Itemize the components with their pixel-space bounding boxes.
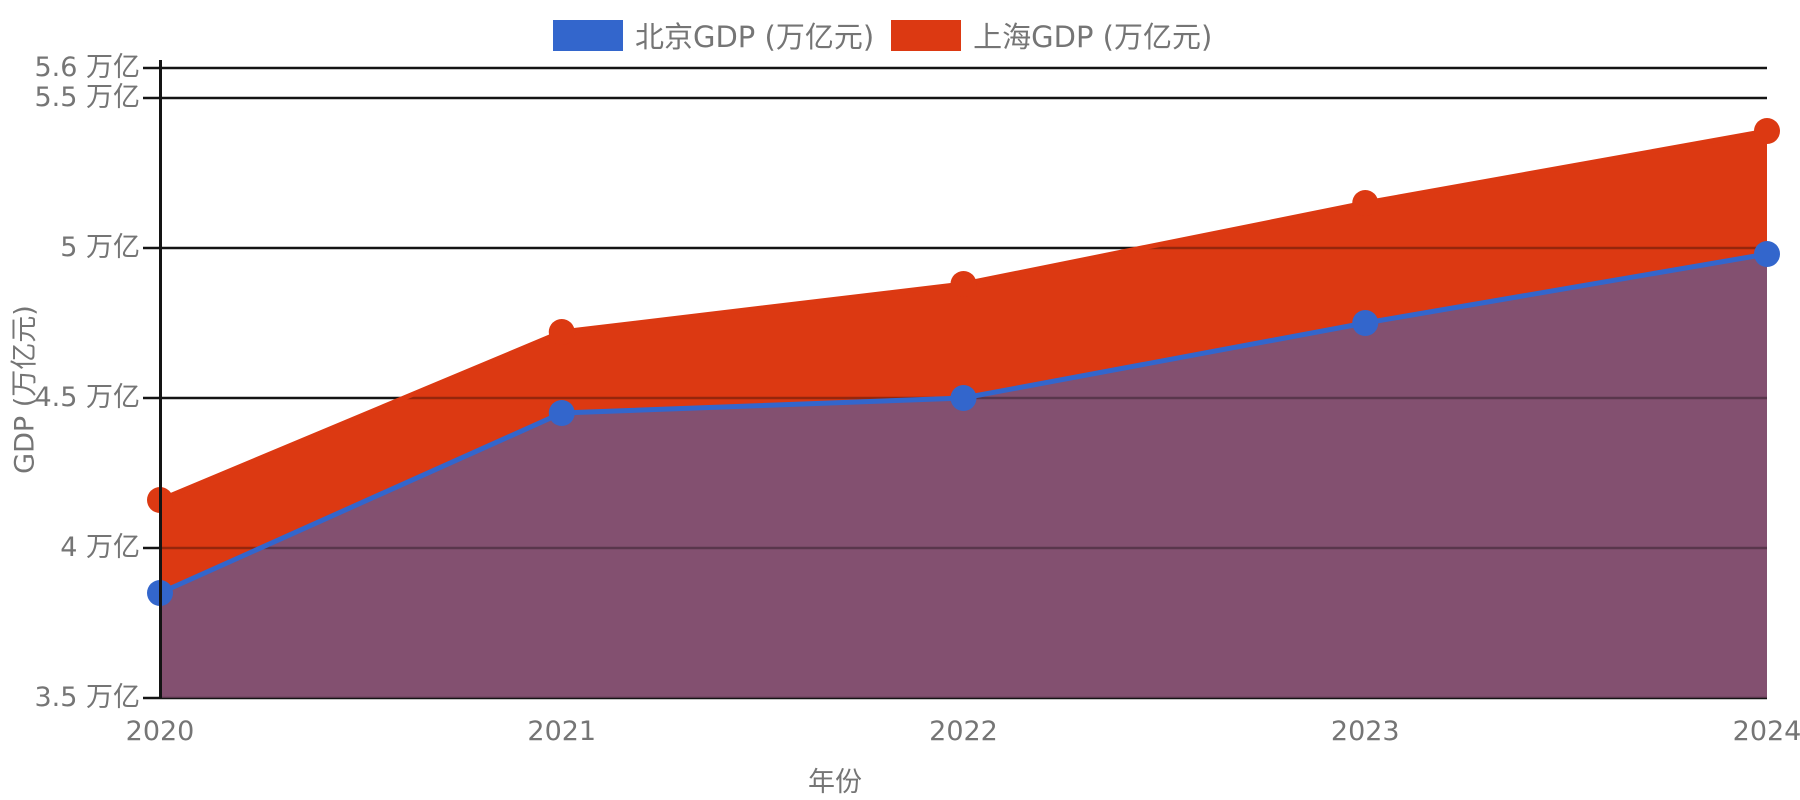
y-tick-label: 4 万亿 <box>60 532 140 563</box>
x-tick-label: 2024 <box>1732 716 1800 747</box>
y-tick-label: 4.5 万亿 <box>34 382 140 413</box>
beijing-point-2021[interactable] <box>548 400 575 426</box>
y-tick-label: 5.6 万亿 <box>34 52 140 83</box>
x-axis-title: 年份 <box>808 767 862 798</box>
shanghai-point-2022[interactable] <box>950 271 977 297</box>
beijing-legend-swatch <box>553 19 623 51</box>
y-tick-label: 3.5 万亿 <box>34 682 140 713</box>
beijing-legend-label: 北京GDP (万亿元) <box>635 20 875 54</box>
y-tick-label: 5 万亿 <box>60 232 140 263</box>
x-tick-label: 2023 <box>1330 716 1400 747</box>
shanghai-point-2024[interactable] <box>1754 118 1780 144</box>
legend-entry-shanghai[interactable]: 上海GDP (万亿元) <box>891 14 1212 56</box>
legend-entry-beijing[interactable]: 北京GDP (万亿元) <box>553 14 874 56</box>
beijing-point-2022[interactable] <box>950 385 977 411</box>
shanghai-point-2023[interactable] <box>1352 190 1379 216</box>
x-tick-label: 2020 <box>125 716 195 747</box>
shanghai-legend-swatch <box>891 19 962 51</box>
chart-legend: 北京GDP (万亿元) 上海GDP (万亿元) <box>553 14 1212 56</box>
beijing-area-fill <box>160 254 1767 698</box>
x-tick-label: 2021 <box>527 716 597 747</box>
x-tick-label: 2022 <box>929 716 998 747</box>
beijing-point-2023[interactable] <box>1352 310 1379 336</box>
y-tick-label: 5.5 万亿 <box>34 82 140 113</box>
beijing-point-2024[interactable] <box>1754 241 1780 267</box>
shanghai-point-2021[interactable] <box>548 319 575 345</box>
shanghai-legend-label: 上海GDP (万亿元) <box>973 20 1213 54</box>
